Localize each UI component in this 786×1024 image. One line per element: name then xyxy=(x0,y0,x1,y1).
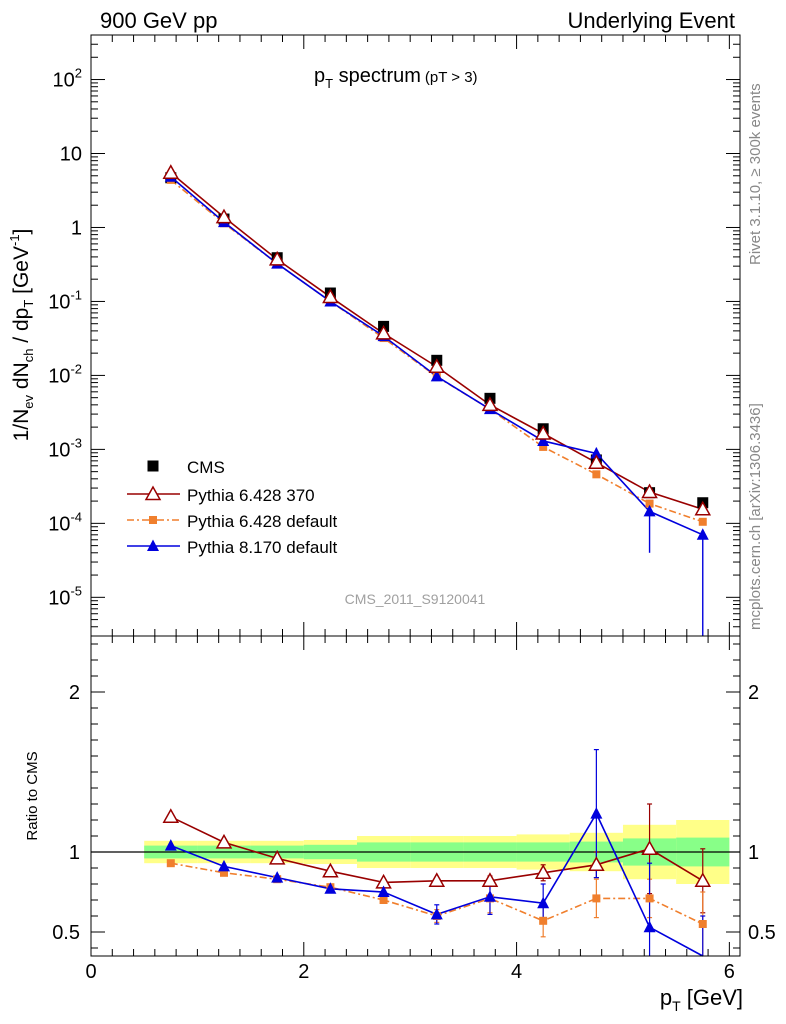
y-tick-label: 10 xyxy=(60,144,82,166)
plot-title: pT spectrum (pT > 3) xyxy=(314,65,478,91)
ratio-data-point xyxy=(217,859,230,872)
ratio-data-point xyxy=(430,907,443,920)
data-point xyxy=(430,369,443,382)
y-tick-label: 10-2 xyxy=(48,361,82,387)
legend-marker xyxy=(147,539,159,551)
ratio-data-point xyxy=(483,890,496,902)
data-point xyxy=(268,250,286,266)
ratio-y-tick-label: 1 xyxy=(69,842,80,864)
ratio-data-point xyxy=(537,896,550,909)
ratio-data-point xyxy=(592,894,601,903)
ratio-y-tick-label: 2 xyxy=(69,682,80,704)
legend-label: Pythia 6.428 370 xyxy=(187,486,315,505)
ratio-data-point xyxy=(428,872,446,888)
ratio-data-point xyxy=(643,920,656,933)
data-point xyxy=(592,470,601,479)
ratio-data-point xyxy=(534,864,552,880)
x-axis-label: pT [GeV] xyxy=(660,985,743,1014)
legend-label: Pythia 8.170 default xyxy=(187,538,338,557)
ratio-y-tick-label: 0.5 xyxy=(52,922,80,944)
y-tick-label: 1 xyxy=(71,217,82,239)
main-panel: pT spectrum (pT > 3) CMS_2011_S9120041 1/… xyxy=(7,34,741,637)
x-tick-label: 4 xyxy=(511,961,522,983)
ratio-data-point xyxy=(698,920,707,928)
legend-label: CMS xyxy=(187,458,225,477)
y-tick-label: 10-1 xyxy=(48,287,82,313)
data-point xyxy=(534,424,552,440)
legend-label: Pythia 6.428 default xyxy=(187,512,338,531)
data-point xyxy=(696,528,709,540)
ratio-data-point xyxy=(481,872,499,888)
data-point xyxy=(694,500,712,516)
ratio-data-point xyxy=(215,833,233,849)
ratio-data-point xyxy=(645,894,654,903)
main-y-axis-label: 1/Nev dNch / dpT [GeV-1] xyxy=(7,229,36,442)
ratio-data-point xyxy=(377,885,390,897)
ratio-data-point xyxy=(641,840,658,856)
series-line xyxy=(170,179,704,523)
ratio-data-point xyxy=(379,896,388,904)
y-tick-label: 10-5 xyxy=(48,583,82,609)
header-left: 900 GeV pp xyxy=(100,8,217,33)
data-point xyxy=(537,434,550,446)
data-point xyxy=(162,164,180,179)
ratio-data-point xyxy=(166,859,175,868)
data-point xyxy=(645,499,654,508)
data-point xyxy=(428,358,446,373)
data-point xyxy=(698,517,707,526)
header-right: Underlying Event xyxy=(567,8,735,33)
ratio-y-tick-label-right: 1 xyxy=(748,842,759,864)
ratio-data-point xyxy=(271,871,284,883)
ratio-data-point xyxy=(268,849,286,865)
legend: CMS Pythia 6.428 370 Pythia 6.428 default P… xyxy=(127,458,338,557)
data-point xyxy=(590,446,603,459)
ratio-y-tick-label-right: 2 xyxy=(748,682,759,704)
ratio-y-axis-label: Ratio to CMS xyxy=(24,751,41,840)
ratio-data-point xyxy=(539,916,548,925)
ratio-data-point xyxy=(164,839,177,851)
ratio-data-point xyxy=(219,868,228,877)
data-point xyxy=(643,504,656,517)
mcplots-reference-text: mcplots.cern.ch [arXiv:1306.3436] xyxy=(747,403,764,630)
y-tick-label: 10-3 xyxy=(48,435,82,461)
data-point xyxy=(539,442,548,451)
y-tick-label: 102 xyxy=(53,66,82,92)
ratio-data-point xyxy=(324,882,337,894)
ratio-data-point xyxy=(162,808,180,824)
x-tick-label: 0 xyxy=(85,961,96,983)
legend-marker xyxy=(149,516,157,524)
rivet-version-text: Rivet 3.1.10, ≥ 300k events xyxy=(747,83,764,265)
ratio-data-point xyxy=(588,856,605,872)
ratio-frame xyxy=(90,635,741,957)
ratio-data-point xyxy=(590,807,603,819)
series-line xyxy=(170,172,704,511)
ratio-data-point xyxy=(694,872,712,888)
x-tick-label: 2 xyxy=(298,961,309,983)
ratio-y-tick-label-right: 0.5 xyxy=(748,922,776,944)
y-tick-label: 10-4 xyxy=(48,509,82,535)
legend-marker xyxy=(147,460,159,472)
ratio-data-point xyxy=(322,862,339,878)
data-point xyxy=(641,483,658,499)
data-point xyxy=(215,208,233,224)
legend-marker xyxy=(144,485,162,501)
x-tick-label: 6 xyxy=(724,961,735,983)
analysis-watermark: CMS_2011_S9120041 xyxy=(345,591,486,607)
ratio-panel: Ratio to CMS pT [GeV] xyxy=(24,635,743,1014)
data-point xyxy=(375,324,392,340)
data-point xyxy=(322,288,339,304)
data-point xyxy=(481,396,499,412)
data-point xyxy=(588,454,605,469)
